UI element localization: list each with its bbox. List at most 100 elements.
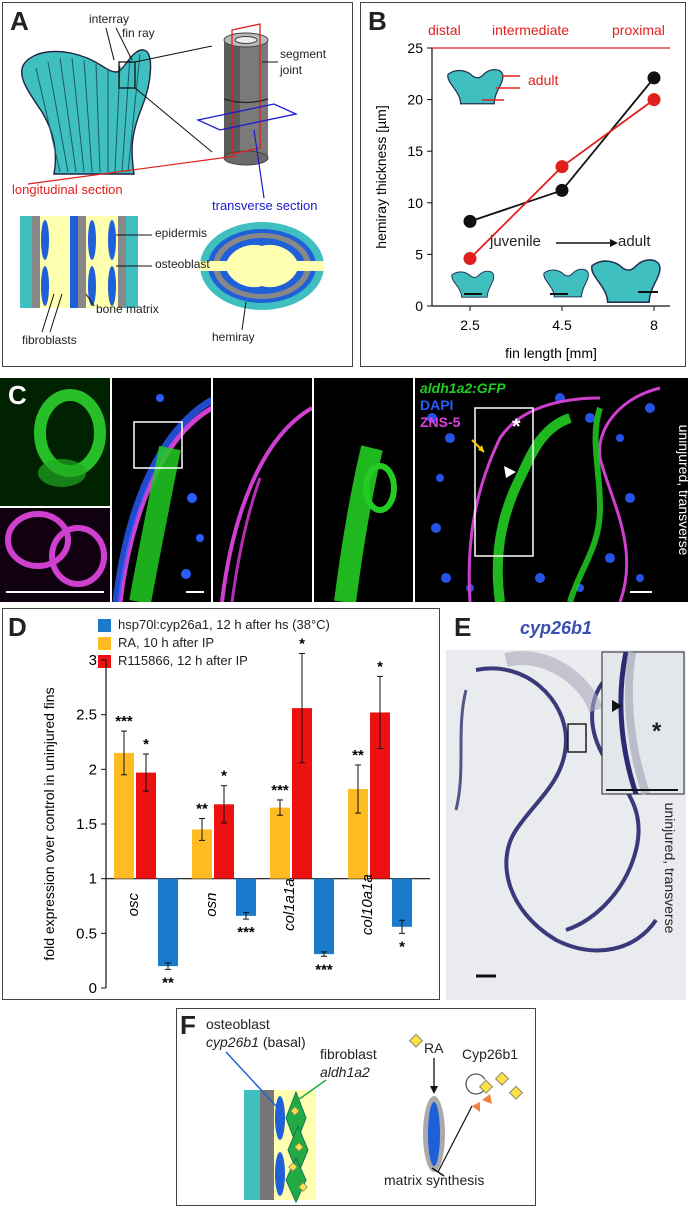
significance-stars: ***: [271, 782, 289, 799]
panel-e-side-label: uninjured, transverse: [662, 802, 678, 934]
data-point: [463, 252, 477, 266]
data-point: [463, 214, 477, 228]
significance-stars: *: [143, 736, 149, 753]
legend-zns5: ZNS-5: [420, 414, 461, 430]
panel-f: [176, 1008, 536, 1206]
panel-e-micrograph: [454, 651, 685, 978]
fibroblasts-label: fibroblasts: [22, 333, 77, 347]
panel-e-gene: cyp26b1: [520, 618, 593, 638]
panel-f-fibroblast: fibroblast: [320, 1046, 377, 1062]
panel-a-letter: A: [10, 6, 29, 36]
x-tick-label: 4.5: [552, 317, 572, 333]
legend-swatch-hsp: [98, 619, 111, 632]
data-point: [555, 160, 569, 174]
top-label-intermediate: intermediate: [492, 22, 570, 38]
category-label: osn: [203, 893, 220, 917]
panel-f-ra: RA: [424, 1040, 444, 1056]
panel-b-chart: 0 5 10 15 20 25 2.5 4.5 8 fin length [mm] hemiray …: [373, 40, 670, 361]
panel-b: [360, 2, 686, 367]
significance-stars: **: [196, 801, 208, 818]
y-tick-label: 15: [407, 143, 423, 159]
y-tick-label: 2.5: [76, 707, 97, 724]
y-tick-label: 1.5: [76, 816, 97, 833]
adult-label: adult: [528, 72, 559, 88]
fin-ray-label: fin ray: [122, 26, 155, 40]
juvenile-fin-icon: [451, 270, 495, 298]
hemiray-label: hemiray: [212, 330, 255, 344]
panel-f-cyp26b1-gene: cyp26b1: [206, 1034, 259, 1050]
legend-ra: RA, 10 h after IP: [118, 635, 215, 650]
juvenile-label: juvenile: [490, 233, 541, 250]
legend-r115866: R115866, 12 h after IP: [118, 653, 248, 668]
legend-gfp: aldh1a2:GFP: [420, 380, 506, 396]
significance-stars: *: [377, 658, 383, 675]
significance-stars: ***: [237, 924, 255, 941]
bar: [158, 878, 178, 967]
category-label: osc: [125, 892, 142, 916]
intermediate-fin-icon: [543, 268, 589, 298]
y-axis-label: fold expression over control in uninjure…: [41, 687, 57, 960]
panel-b-letter: B: [368, 6, 387, 36]
bar: [214, 804, 234, 879]
bar: [292, 708, 312, 879]
panel-e-letter: E: [454, 612, 472, 642]
y-tick-label: 20: [407, 92, 423, 108]
significance-stars: ***: [315, 961, 333, 978]
panel-c-asterisk: *: [512, 414, 521, 439]
x-tick-label: 8: [650, 317, 658, 333]
data-point: [647, 71, 661, 85]
y-tick-label: 0: [415, 298, 423, 314]
longitudinal-section-label: longitudinal section: [12, 182, 123, 197]
y-tick-label: 0.5: [76, 925, 97, 942]
interray-label: interray: [89, 12, 130, 26]
significance-stars: *: [221, 768, 227, 785]
legend-swatch-ra: [98, 637, 111, 650]
y-axis-label: hemiray thickness [µm]: [373, 105, 389, 248]
y-tick-label: 10: [407, 195, 423, 211]
significance-stars: **: [162, 974, 174, 991]
top-label-distal: distal: [428, 22, 461, 38]
legend-dapi: DAPI: [420, 397, 454, 413]
data-point: [555, 183, 569, 197]
category-label: col10a1a: [359, 874, 376, 935]
legend-hsp: hsp70l:cyp26a1, 12 h after hs (38°C): [118, 617, 330, 632]
panel-f-letter: F: [180, 1010, 196, 1040]
significance-stars: *: [399, 938, 405, 955]
bar: [370, 712, 390, 879]
bar: [270, 807, 290, 879]
transverse-section-label: transverse section: [212, 198, 318, 213]
panel-d-chart: 0 0.5 1 1.5 2 2.5 3 fold expression over contro…: [41, 635, 430, 997]
panel-f-aldh1a2: aldh1a2: [320, 1064, 370, 1080]
significance-stars: **: [352, 747, 364, 764]
epidermis-label: epidermis: [155, 226, 208, 240]
panel-a: [2, 2, 353, 367]
bone-matrix-label: bone matrix: [96, 302, 159, 316]
panel-c-micrographs: [0, 378, 661, 602]
significance-stars: *: [299, 635, 305, 652]
data-point: [647, 93, 661, 107]
y-tick-label: 0: [89, 980, 97, 997]
panel-f-schematic: [225, 1033, 524, 1204]
bar: [348, 789, 368, 879]
x-tick-label: 2.5: [460, 317, 480, 333]
bar: [136, 772, 156, 879]
bar: [114, 752, 134, 879]
osteoblast-label: osteoblast: [155, 257, 210, 271]
panel-f-osteoblast: osteoblast: [206, 1016, 270, 1032]
panel-f-cyp26b1-protein: Cyp26b1: [462, 1046, 519, 1062]
bar: [314, 878, 334, 955]
legend-swatch-r115866: [98, 655, 111, 668]
adult-fin-icon: [591, 259, 661, 303]
y-tick-label: 25: [407, 40, 423, 56]
y-tick-label: 3: [89, 652, 97, 669]
segment-joint-label: segment joint: [280, 47, 327, 77]
adult-fin-reference-icon: [447, 68, 504, 105]
panel-c-letter: C: [8, 380, 27, 410]
y-tick-label: 2: [89, 761, 97, 778]
bar: [392, 878, 412, 927]
significance-stars: ***: [115, 713, 133, 730]
adult-arrow-label: adult: [618, 233, 651, 250]
y-tick-label: 1: [89, 871, 97, 888]
category-label: col1a1a: [281, 878, 298, 931]
panel-d: [2, 608, 440, 1000]
